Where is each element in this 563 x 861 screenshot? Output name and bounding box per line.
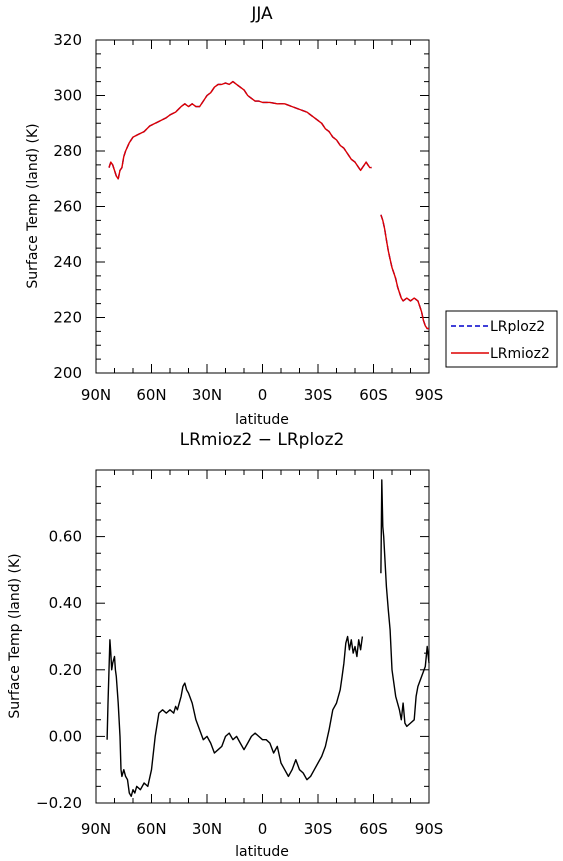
x-tick-label: 30N <box>192 386 222 404</box>
x-tick-label: 60S <box>359 820 388 838</box>
x-axis-label-top: latitude <box>235 412 289 428</box>
series-lines-bottom <box>106 479 430 797</box>
y-tick-label: −0.20 <box>36 794 82 812</box>
y-tick-label: 280 <box>53 142 82 160</box>
y-tick-label: 0.40 <box>49 594 82 612</box>
x-tick-label: 30N <box>192 820 222 838</box>
plot-frame-top <box>95 39 430 374</box>
series-lines-top <box>108 80 429 330</box>
y-tick-label: 0.00 <box>49 727 82 745</box>
legend-label-lrmioz2: LRmioz2 <box>490 346 550 362</box>
legend-frame <box>445 310 558 368</box>
x-axis-label-bottom: latitude <box>235 844 289 860</box>
y-tick-label: 240 <box>53 253 82 271</box>
x-tick-label: 30S <box>304 820 333 838</box>
plot-frame-bottom <box>95 469 430 804</box>
y-tick-label: 300 <box>53 87 82 105</box>
y-tick-label: 0.60 <box>49 528 82 546</box>
y-tick-label: 0.20 <box>49 661 82 679</box>
y-tick-label: 220 <box>53 309 82 327</box>
x-tick-label: 30S <box>304 386 333 404</box>
x-tick-label: 0 <box>258 386 268 404</box>
chart-panel-bottom: LRmioz2 − LRploz2 90N 60N 30N 0 30S 60S … <box>7 430 443 860</box>
x-tick-label: 60S <box>359 386 388 404</box>
legend-label-lrploz2: LRploz2 <box>490 319 545 335</box>
tick-marks-bottom <box>95 470 430 804</box>
series-line-difference <box>106 635 364 797</box>
y-tick-label: 260 <box>53 198 82 216</box>
y-tick-label: 320 <box>53 31 82 49</box>
y-axis-label-bottom: Surface Temp (land) (K) <box>7 553 23 718</box>
x-tick-label: 60N <box>136 820 166 838</box>
series-line-difference <box>380 479 430 728</box>
x-tick-label: 90S <box>415 386 444 404</box>
tick-marks-top <box>95 39 430 374</box>
chart-title-top: JJA <box>250 4 273 24</box>
x-tick-label: 60N <box>136 386 166 404</box>
legend: LRploz2 LRmioz2 <box>445 310 558 368</box>
series-line-lrmioz2 <box>108 80 372 180</box>
x-tick-label: 90S <box>415 820 444 838</box>
series-line-lrploz2 <box>108 80 372 180</box>
x-tick-label: 0 <box>258 820 268 838</box>
x-tick-label: 90N <box>81 820 111 838</box>
chart-title-bottom: LRmioz2 − LRploz2 <box>180 430 345 450</box>
series-line-lrmioz2 <box>380 214 429 330</box>
chart-panel-top: JJA 90N 60N 30N 0 30S 60S 90S 200 220 24… <box>25 4 443 428</box>
x-tick-label: 90N <box>81 386 111 404</box>
y-axis-label-top: Surface Temp (land) (K) <box>25 123 41 288</box>
y-tick-label: 200 <box>53 364 82 382</box>
